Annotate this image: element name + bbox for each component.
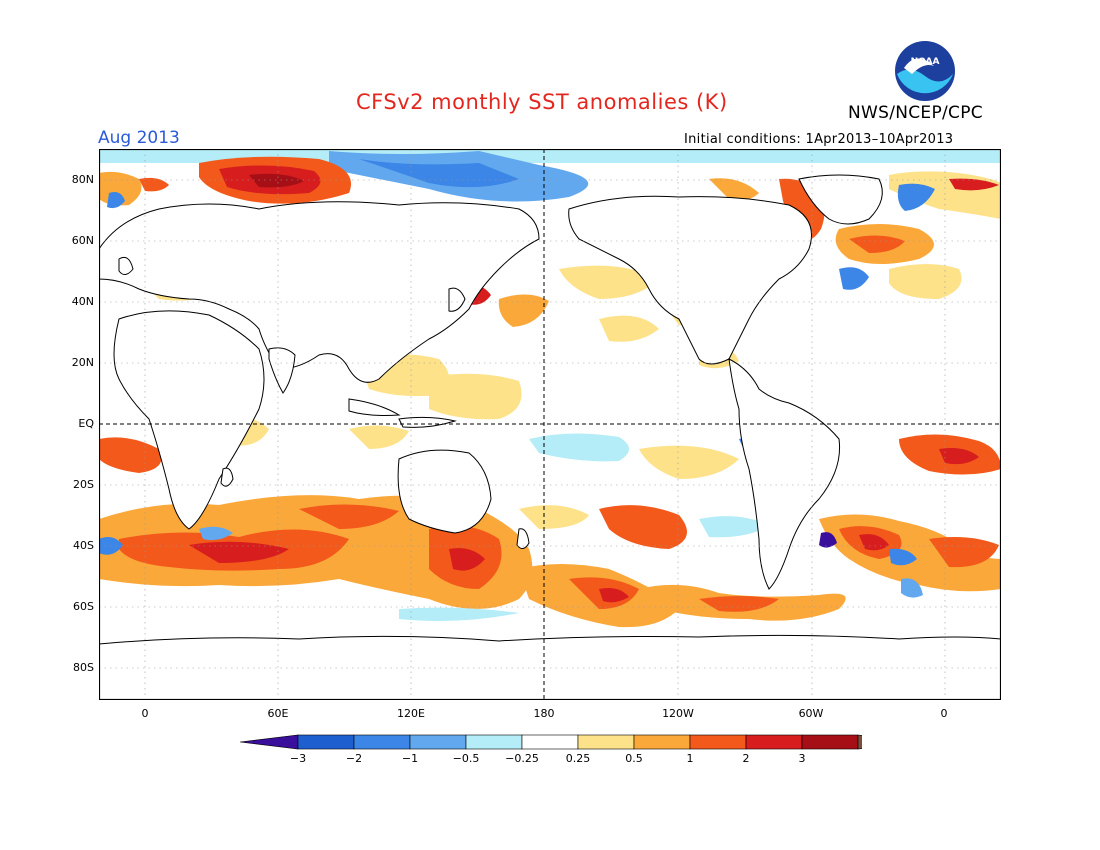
forecast-month: Aug 2013 <box>98 128 180 148</box>
lon-label-120e: 120E <box>397 707 425 720</box>
colorbar-label: 0.25 <box>565 752 591 765</box>
lon-label-60w: 60W <box>798 707 824 720</box>
colorbar <box>240 734 862 750</box>
lat-label-80s: 80S <box>73 661 94 674</box>
lon-label-60e: 60E <box>267 707 289 720</box>
initial-conditions: Initial conditions: 1Apr2013–10Apr2013 <box>684 132 954 147</box>
colorbar-box <box>409 734 467 750</box>
lon-label-0-right: 0 <box>940 707 948 720</box>
lat-label-20n: 20N <box>71 356 94 369</box>
colorbar-label: 0.5 <box>625 752 643 765</box>
colorbar-label: 1 <box>686 752 694 765</box>
lat-label-60n: 60N <box>71 234 94 247</box>
colorbar-label: −0.25 <box>505 752 539 765</box>
lon-label-0-left: 0 <box>141 707 149 720</box>
map-frame <box>99 149 1001 700</box>
colorbar-label: −0.5 <box>452 752 480 765</box>
lat-label-40n: 40N <box>71 295 94 308</box>
lat-label-80n: 80N <box>71 173 94 186</box>
colorbar-label: −1 <box>401 752 419 765</box>
colorbar-box <box>745 734 803 750</box>
colorbar-label: −2 <box>345 752 363 765</box>
lon-label-120w: 120W <box>662 707 694 720</box>
colorbar-label: 3 <box>798 752 806 765</box>
colorbar-extend-low <box>240 734 299 750</box>
lon-label-180: 180 <box>533 707 555 720</box>
noaa-logo: NOAA <box>895 41 955 101</box>
colorbar-box <box>633 734 691 750</box>
lat-label-eq: EQ <box>78 417 94 430</box>
map-title: CFSv2 monthly SST anomalies (K) <box>356 90 728 114</box>
colorbar-box <box>353 734 411 750</box>
logo-text: NOAA <box>911 57 940 67</box>
colorbar-box <box>801 734 859 750</box>
colorbar-extend-high <box>857 734 862 750</box>
colorbar-box <box>465 734 523 750</box>
sst-anomaly-map <box>99 149 1001 700</box>
colorbar-box <box>689 734 747 750</box>
colorbar-label: −3 <box>289 752 307 765</box>
lat-label-20s: 20S <box>73 478 94 491</box>
colorbar-box <box>521 734 579 750</box>
lat-label-60s: 60S <box>73 600 94 613</box>
colorbar-box <box>297 734 355 750</box>
arctic-anomaly-band <box>99 149 1001 163</box>
colorbar-label: 2 <box>742 752 750 765</box>
organization-label: NWS/NCEP/CPC <box>848 103 983 123</box>
colorbar-box <box>577 734 635 750</box>
lat-label-40s: 40S <box>73 539 94 552</box>
